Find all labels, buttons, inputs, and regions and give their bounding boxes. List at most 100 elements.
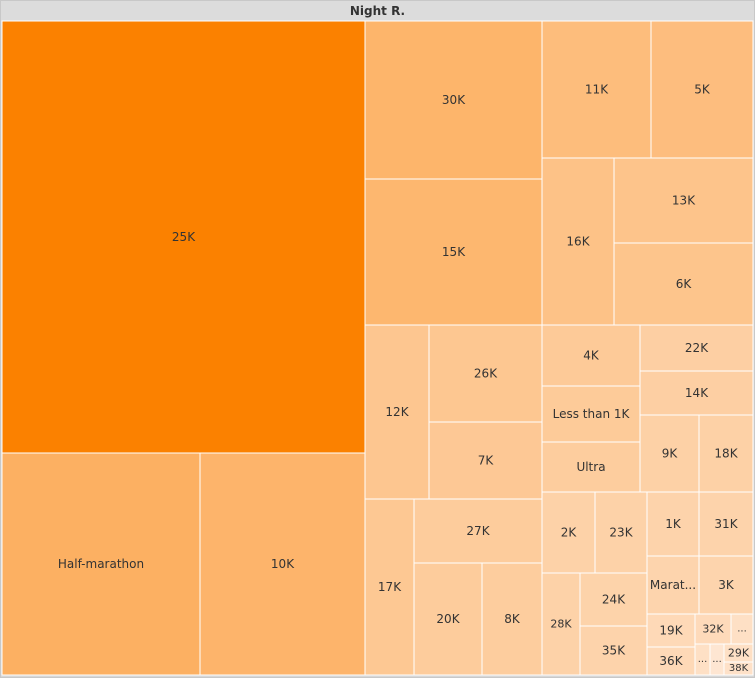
treemap-rect[interactable] bbox=[541, 572, 581, 676]
treemap-cell-less-than-1k[interactable]: Less than 1K bbox=[541, 385, 641, 443]
treemap-label: 20K bbox=[436, 612, 460, 626]
treemap-label: 13K bbox=[672, 194, 696, 208]
treemap-label: 25K bbox=[172, 230, 196, 244]
treemap-cell-20k[interactable]: 20K bbox=[413, 562, 483, 676]
treemap-label: Ultra bbox=[576, 460, 605, 474]
treemap-cell-32k[interactable]: 32K bbox=[694, 613, 732, 645]
treemap-rect[interactable] bbox=[428, 421, 543, 500]
treemap-cell-more[interactable]: ... bbox=[694, 643, 711, 676]
treemap-label: 23K bbox=[609, 526, 633, 540]
treemap-cell-31k[interactable]: 31K bbox=[698, 491, 754, 557]
treemap-rect[interactable] bbox=[694, 613, 732, 645]
treemap-cell-more[interactable]: ... bbox=[709, 643, 725, 676]
treemap-label: 26K bbox=[474, 367, 498, 381]
treemap-label: 8K bbox=[504, 612, 521, 626]
treemap-rect[interactable] bbox=[639, 370, 754, 416]
treemap-rect[interactable] bbox=[646, 613, 696, 648]
treemap-cell-7k[interactable]: 7K bbox=[428, 421, 543, 500]
treemap-label: ... bbox=[698, 654, 708, 665]
treemap-cell-29k[interactable]: 29K bbox=[723, 643, 754, 663]
treemap-rect[interactable] bbox=[639, 324, 754, 372]
treemap-cell-19k[interactable]: 19K bbox=[646, 613, 696, 648]
treemap-cell-28k[interactable]: 28K bbox=[541, 572, 581, 676]
treemap-cell-12k[interactable]: 12K bbox=[364, 324, 430, 500]
treemap-cell-13k[interactable]: 13K bbox=[613, 157, 754, 244]
treemap-label: 14K bbox=[685, 386, 709, 400]
treemap-label: 30K bbox=[442, 93, 466, 107]
treemap-cell-6k[interactable]: 6K bbox=[613, 242, 754, 326]
treemap-cell-26k[interactable]: 26K bbox=[428, 324, 543, 423]
treemap-cell-18k[interactable]: 18K bbox=[698, 414, 754, 493]
treemap-cell-4k[interactable]: 4K bbox=[541, 324, 641, 387]
treemap-label: 29K bbox=[728, 647, 750, 660]
treemap-cell-marat[interactable]: Marat... bbox=[646, 555, 700, 615]
treemap-cell-1k[interactable]: 1K bbox=[646, 491, 700, 557]
treemap-rect[interactable] bbox=[698, 555, 754, 615]
treemap-cell-36k[interactable]: 36K bbox=[646, 646, 696, 676]
treemap-label: 2K bbox=[561, 526, 578, 540]
treemap-label: 35K bbox=[602, 644, 626, 658]
treemap-rect[interactable] bbox=[1, 452, 201, 676]
treemap-rect[interactable] bbox=[199, 452, 366, 676]
treemap-label: 16K bbox=[566, 235, 590, 249]
treemap-label: 3K bbox=[718, 578, 735, 592]
treemap-rect[interactable] bbox=[364, 20, 543, 180]
treemap-label: 6K bbox=[676, 277, 693, 291]
treemap-label: 1K bbox=[665, 517, 682, 531]
treemap-cell-half-marathon[interactable]: Half-marathon bbox=[1, 452, 201, 676]
treemap-label: Less than 1K bbox=[553, 407, 631, 421]
treemap-label: 10K bbox=[271, 557, 295, 571]
treemap-rect[interactable] bbox=[613, 242, 754, 326]
treemap-rect[interactable] bbox=[639, 414, 700, 493]
treemap-cell-23k[interactable]: 23K bbox=[594, 491, 648, 574]
chart-title: Night R. bbox=[1, 1, 754, 21]
treemap-cell-16k[interactable]: 16K bbox=[541, 157, 615, 326]
treemap-rect[interactable] bbox=[541, 491, 596, 574]
treemap-label: 15K bbox=[442, 245, 466, 259]
treemap-cell-2k[interactable]: 2K bbox=[541, 491, 596, 574]
treemap-cell-5k[interactable]: 5K bbox=[650, 20, 754, 159]
treemap-cell-11k[interactable]: 11K bbox=[541, 20, 652, 159]
treemap-rect[interactable] bbox=[413, 562, 483, 676]
treemap-label: Half-marathon bbox=[58, 557, 144, 571]
treemap-cell-38k[interactable]: 38K bbox=[723, 661, 754, 676]
treemap-label: 12K bbox=[385, 405, 409, 419]
treemap-label: ... bbox=[737, 624, 747, 635]
treemap-cell-15k[interactable]: 15K bbox=[364, 178, 543, 326]
treemap-cell-17k[interactable]: 17K bbox=[364, 498, 415, 676]
treemap-rect[interactable] bbox=[613, 157, 754, 244]
treemap-cell-27k[interactable]: 27K bbox=[413, 498, 543, 564]
treemap-cell-22k[interactable]: 22K bbox=[639, 324, 754, 372]
treemap-rect[interactable] bbox=[541, 20, 652, 159]
treemap-label: 7K bbox=[478, 454, 495, 468]
treemap-cell-8k[interactable]: 8K bbox=[481, 562, 543, 676]
treemap-cell-3k[interactable]: 3K bbox=[698, 555, 754, 615]
treemap-rect[interactable] bbox=[579, 572, 648, 627]
treemap-label: 27K bbox=[466, 524, 490, 538]
treemap-cell-9k[interactable]: 9K bbox=[639, 414, 700, 493]
treemap-rect[interactable] bbox=[364, 324, 430, 500]
treemap-label: 36K bbox=[659, 654, 683, 668]
treemap-cell-ultra[interactable]: Ultra bbox=[541, 441, 641, 493]
treemap-label: 17K bbox=[378, 580, 402, 594]
treemap-rect[interactable] bbox=[364, 178, 543, 326]
treemap-rect[interactable] bbox=[541, 157, 615, 326]
treemap-rect[interactable] bbox=[428, 324, 543, 423]
treemap-cell-24k[interactable]: 24K bbox=[579, 572, 648, 627]
treemap-cell-35k[interactable]: 35K bbox=[579, 625, 648, 676]
treemap-cell-14k[interactable]: 14K bbox=[639, 370, 754, 416]
treemap-label: 32K bbox=[702, 623, 724, 636]
treemap-cell-more[interactable]: ... bbox=[730, 613, 754, 645]
treemap-rect[interactable] bbox=[698, 414, 754, 493]
treemap-cell-25k[interactable]: 25K bbox=[1, 20, 366, 454]
treemap-label: 4K bbox=[583, 349, 600, 363]
treemap-rect[interactable] bbox=[723, 661, 754, 676]
treemap-cell-30k[interactable]: 30K bbox=[364, 20, 543, 180]
treemap-label: 5K bbox=[694, 83, 711, 97]
treemap-cell-10k[interactable]: 10K bbox=[199, 452, 366, 676]
treemap-label: 28K bbox=[550, 618, 572, 631]
treemap-rect[interactable] bbox=[364, 498, 415, 676]
treemap-label: ... bbox=[712, 654, 722, 665]
treemap-rect[interactable] bbox=[481, 562, 543, 676]
